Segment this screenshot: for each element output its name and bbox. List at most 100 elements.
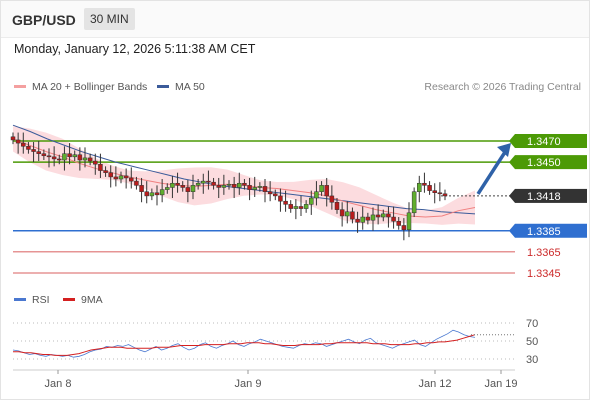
chart-header: GBP/USD 30 MIN <box>1 1 589 38</box>
candle-body <box>87 157 93 162</box>
candle-body <box>206 180 211 183</box>
candle-body <box>303 204 309 209</box>
level-box-pointer-1.3385 <box>509 223 515 238</box>
candle-body <box>242 182 247 186</box>
level-label-1.3385: 1.3385 <box>527 226 561 238</box>
candle-body <box>391 216 396 222</box>
candle-body <box>57 158 62 161</box>
candle-body <box>237 182 242 188</box>
candle-body <box>31 149 36 152</box>
x-tick-label: Jan 12 <box>418 378 451 390</box>
candle-body <box>139 185 144 192</box>
timeframe-button[interactable]: 30 MIN <box>84 8 135 30</box>
candle-body <box>170 182 175 188</box>
candle-body <box>309 197 314 205</box>
level-label-1.3345: 1.3345 <box>527 268 561 280</box>
candle-body <box>370 214 376 221</box>
candle-body <box>77 154 83 161</box>
candle-body <box>365 216 371 221</box>
x-tick-label: Jan 9 <box>235 378 262 390</box>
candle-body <box>67 153 72 158</box>
candle-body <box>288 204 293 209</box>
instrument-title: GBP/USD <box>12 12 76 28</box>
candle-body <box>406 212 412 230</box>
candle-body <box>422 182 427 186</box>
candle-body <box>314 191 319 199</box>
candle-body <box>273 193 278 197</box>
ma20-swatch <box>14 84 26 88</box>
candle-body <box>154 192 160 196</box>
candle-body <box>417 182 422 192</box>
timestamp: Monday, January 12, 2026 5:11:38 AM CET <box>14 42 256 56</box>
candle-body <box>386 213 391 218</box>
candle-body <box>26 146 31 150</box>
candle-body <box>334 201 340 210</box>
level-box-pointer-1.3470 <box>509 134 515 148</box>
candle-body <box>267 191 273 195</box>
candle-body <box>411 191 417 214</box>
candle-body <box>437 192 443 195</box>
candle-body <box>82 157 88 161</box>
legend-rsi: RSI <box>14 294 50 306</box>
candle-body <box>41 153 47 157</box>
candle-body <box>396 221 401 226</box>
candle-body <box>231 184 237 188</box>
candle-body <box>211 181 216 186</box>
candle-body <box>134 180 139 186</box>
candle-body <box>103 170 108 173</box>
candle-body <box>329 195 335 203</box>
candle-body <box>149 192 155 197</box>
candle-body <box>113 176 119 180</box>
candle-body <box>293 206 299 209</box>
rsi-swatch <box>14 297 26 301</box>
candle-body <box>252 187 257 190</box>
candle-body <box>375 214 381 218</box>
candle-body <box>298 206 304 209</box>
legend-ma20-label: MA 20 + Bollinger Bands <box>32 81 148 93</box>
rsi-tick-30: 30 <box>526 354 538 366</box>
legend-ma50: MA 50 <box>157 81 205 93</box>
legend-ma50-label: MA 50 <box>175 81 205 93</box>
ma50-swatch <box>157 84 169 88</box>
candle-body <box>324 185 329 197</box>
level-box-1.3470 <box>515 134 587 148</box>
candle-body <box>319 185 324 192</box>
candle-body <box>381 213 386 218</box>
legend-ma20: MA 20 + Bollinger Bands <box>14 81 147 93</box>
candle-body <box>129 177 134 182</box>
forecast-arrowhead <box>497 143 511 157</box>
candle-body <box>93 160 98 165</box>
level-box-1.3418 <box>515 188 587 203</box>
candle-body <box>144 191 149 197</box>
bollinger-band <box>13 126 475 225</box>
x-tick-label: Jan 19 <box>484 378 517 390</box>
candle-body <box>442 193 448 197</box>
candle-body <box>345 211 350 217</box>
level-label-1.3365: 1.3365 <box>527 247 561 259</box>
candle-body <box>262 186 268 192</box>
candle-body <box>118 175 124 180</box>
forecast-arrow-shaft <box>476 148 509 195</box>
credit-text: Research © 2026 Trading Central <box>424 81 581 93</box>
level-label-1.3418: 1.3418 <box>527 191 561 203</box>
rsi-tick-50: 50 <box>526 336 538 348</box>
candle-body <box>339 209 345 217</box>
candle-body <box>190 185 196 192</box>
candle-body <box>257 186 263 188</box>
x-tick-label: Jan 8 <box>45 378 72 390</box>
candle-body <box>15 139 21 144</box>
candle-body <box>72 154 77 158</box>
candle-body <box>201 180 206 184</box>
legend-9ma-label: 9MA <box>81 294 103 306</box>
candle-body <box>195 182 201 186</box>
candle-body <box>21 142 26 147</box>
level-box-1.3450 <box>515 155 587 170</box>
level-label-1.3450: 1.3450 <box>527 157 561 169</box>
ma9-swatch <box>63 297 75 301</box>
rsi-ma9-line <box>13 334 476 356</box>
candle-body <box>108 172 113 178</box>
level-box-pointer-1.3450 <box>509 155 515 170</box>
rsi-line <box>12 329 476 358</box>
